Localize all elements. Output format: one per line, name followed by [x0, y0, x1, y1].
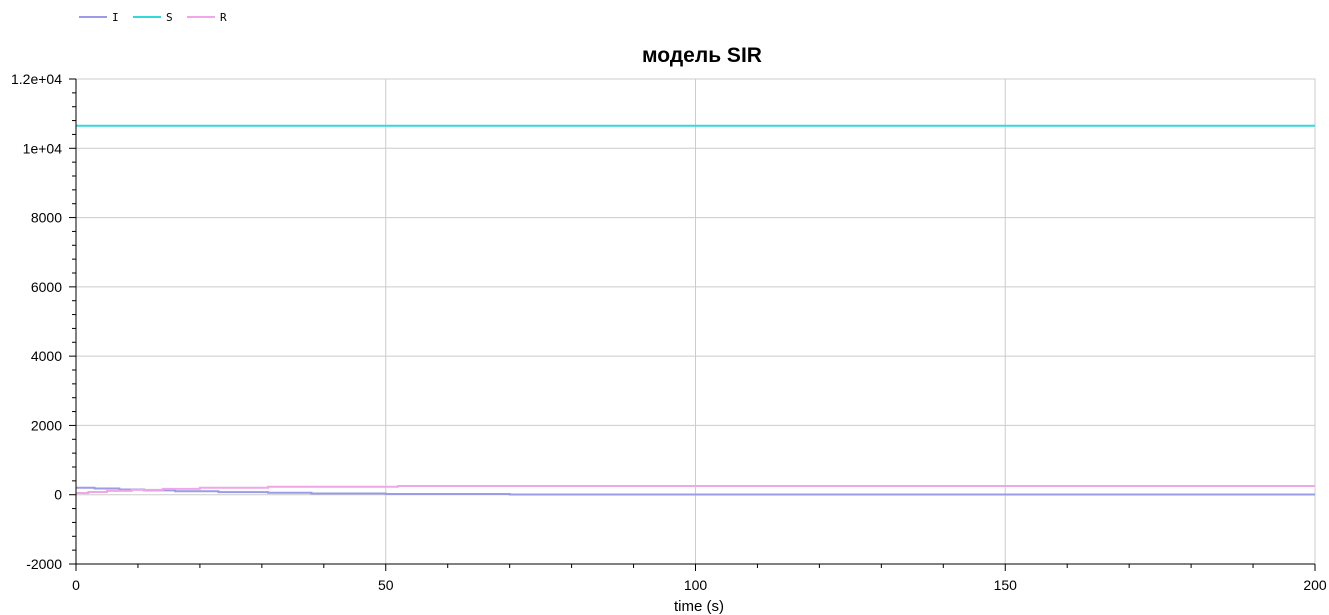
x-tick-label: 150 — [994, 577, 1018, 593]
series-layer — [76, 124, 1315, 496]
series-line-r — [76, 485, 1315, 494]
legend-label-i: I — [112, 11, 119, 24]
legend-label-s: S — [166, 11, 173, 24]
x-tick-label: 100 — [684, 577, 708, 593]
x-tick-label: 50 — [378, 577, 394, 593]
y-tick-label: 4000 — [31, 348, 62, 364]
y-tick-label: -2000 — [26, 556, 62, 572]
chart-title: модель SIR — [642, 44, 762, 67]
y-tick-label: 1e+04 — [23, 140, 63, 156]
x-tick-label: 0 — [72, 577, 80, 593]
axes: -2000 0 2000 4000 6000 8000 1e+04 1.2e+04 0 50 100… — [11, 71, 1327, 593]
y-tick-label: 8000 — [31, 210, 62, 226]
y-tick-label: 1.2e+04 — [11, 71, 62, 87]
series-line-i — [76, 486, 1315, 496]
x-tick-label: 200 — [1303, 577, 1327, 593]
y-tick-label: 2000 — [31, 417, 62, 433]
y-tick-label: 0 — [54, 487, 62, 503]
x-axis-label: time (s) — [674, 598, 724, 615]
legend-label-r: R — [220, 11, 227, 24]
y-tick-label: 6000 — [31, 279, 62, 295]
